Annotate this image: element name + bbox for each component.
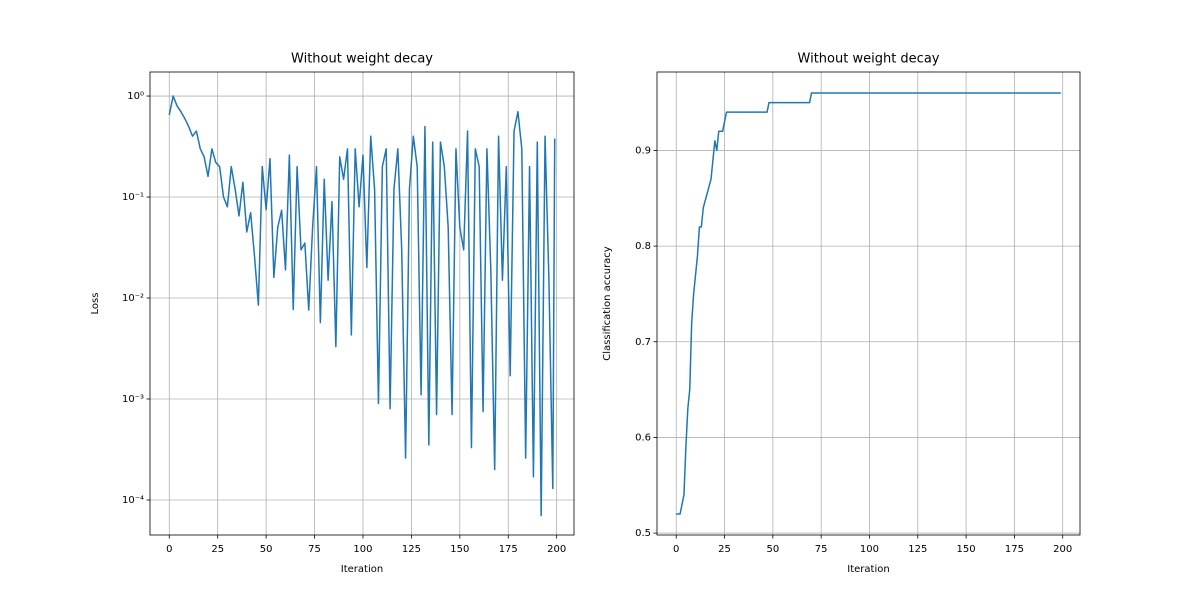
y-tick-label: 0.9: [635, 145, 651, 156]
plot-frame: [149, 71, 575, 536]
y-tick-label: 10⁻²: [122, 293, 144, 304]
x-tick-label: 50: [766, 544, 779, 555]
x-tick-label: 175: [499, 544, 518, 555]
x-axis-label: Iteration: [847, 564, 889, 575]
data-line: [676, 92, 1061, 515]
y-tick-label: 0.5: [635, 528, 651, 539]
plot-frame: [656, 71, 1081, 536]
x-tick-label: 100: [353, 544, 372, 555]
y-tick-label: 0.8: [635, 241, 651, 252]
x-tick-label: 75: [308, 544, 321, 555]
y-tick-label: 0.6: [635, 432, 651, 443]
y-tick-label: 10⁻⁴: [122, 495, 144, 506]
chart-title: Without weight decay: [798, 52, 940, 67]
x-tick-label: 50: [260, 544, 273, 555]
data-line: [168, 95, 556, 517]
x-tick-label: 125: [908, 544, 927, 555]
x-tick-label: 175: [1005, 544, 1024, 555]
y-tick-label: 10⁻¹: [122, 192, 144, 203]
y-tick-label: 10⁰: [127, 91, 144, 102]
x-tick-label: 150: [957, 544, 976, 555]
y-axis-label: Loss: [90, 293, 101, 315]
x-tick-label: 125: [402, 544, 421, 555]
x-tick-label: 150: [450, 544, 469, 555]
y-axis-label: Classification accuracy: [602, 246, 613, 361]
x-tick-label: 200: [547, 544, 566, 555]
y-tick-label: 10⁻³: [122, 394, 144, 405]
x-tick-label: 75: [815, 544, 828, 555]
x-tick-label: 25: [211, 544, 224, 555]
x-axis-label: Iteration: [341, 564, 383, 575]
x-tick-label: 100: [860, 544, 879, 555]
chart-title: Without weight decay: [291, 52, 433, 67]
x-tick-label: 25: [718, 544, 731, 555]
y-tick-label: 0.7: [635, 337, 651, 348]
x-tick-label: 0: [166, 544, 172, 555]
x-tick-label: 0: [673, 544, 679, 555]
x-tick-label: 200: [1053, 544, 1072, 555]
